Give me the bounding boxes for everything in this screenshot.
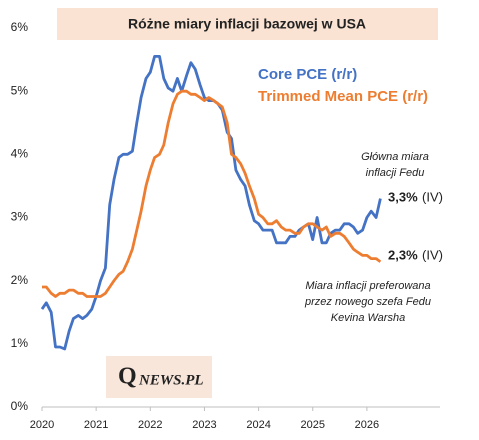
y-tick-label: 1%	[11, 336, 29, 350]
annotation: Kevina Warsha	[331, 312, 405, 324]
chart-title: Różne miary inflacji bazowej w USA	[128, 16, 366, 32]
y-tick-label: 2%	[11, 273, 29, 287]
logo-box	[106, 356, 212, 398]
x-tick-label: 2022	[138, 419, 162, 431]
end-note: (IV)	[422, 189, 443, 204]
y-tick-label: 5%	[11, 83, 29, 97]
y-tick-label: 3%	[11, 210, 29, 224]
legend-entry: Core PCE (r/r)	[258, 66, 357, 83]
x-tick-label: 2024	[246, 419, 270, 431]
logo-initial: Q	[118, 364, 137, 390]
x-tick-label: 2026	[355, 419, 379, 431]
annotation: inflacji Fedu	[366, 167, 425, 179]
series-line	[42, 89, 382, 298]
logo-text: NEWS.PL	[138, 372, 204, 388]
x-tick-label: 2020	[30, 419, 54, 431]
end-note: (IV)	[422, 247, 443, 262]
x-tick-label: 2025	[301, 419, 325, 431]
annotation: Główna miara	[361, 151, 429, 163]
y-tick-label: 0%	[11, 399, 29, 413]
x-tick-label: 2021	[84, 419, 108, 431]
y-tick-label: 4%	[11, 147, 29, 161]
legend-entry: Trimmed Mean PCE (r/r)	[258, 88, 428, 105]
title-box	[57, 8, 438, 40]
end-label: 2,3%	[388, 247, 418, 262]
y-tick-label: 6%	[11, 20, 29, 34]
annotation: Miara inflacji preferowana	[305, 280, 430, 292]
end-label: 3,3%	[388, 189, 418, 204]
x-tick-label: 2023	[192, 419, 216, 431]
annotation: przez nowego szefa Fedu	[304, 296, 431, 308]
